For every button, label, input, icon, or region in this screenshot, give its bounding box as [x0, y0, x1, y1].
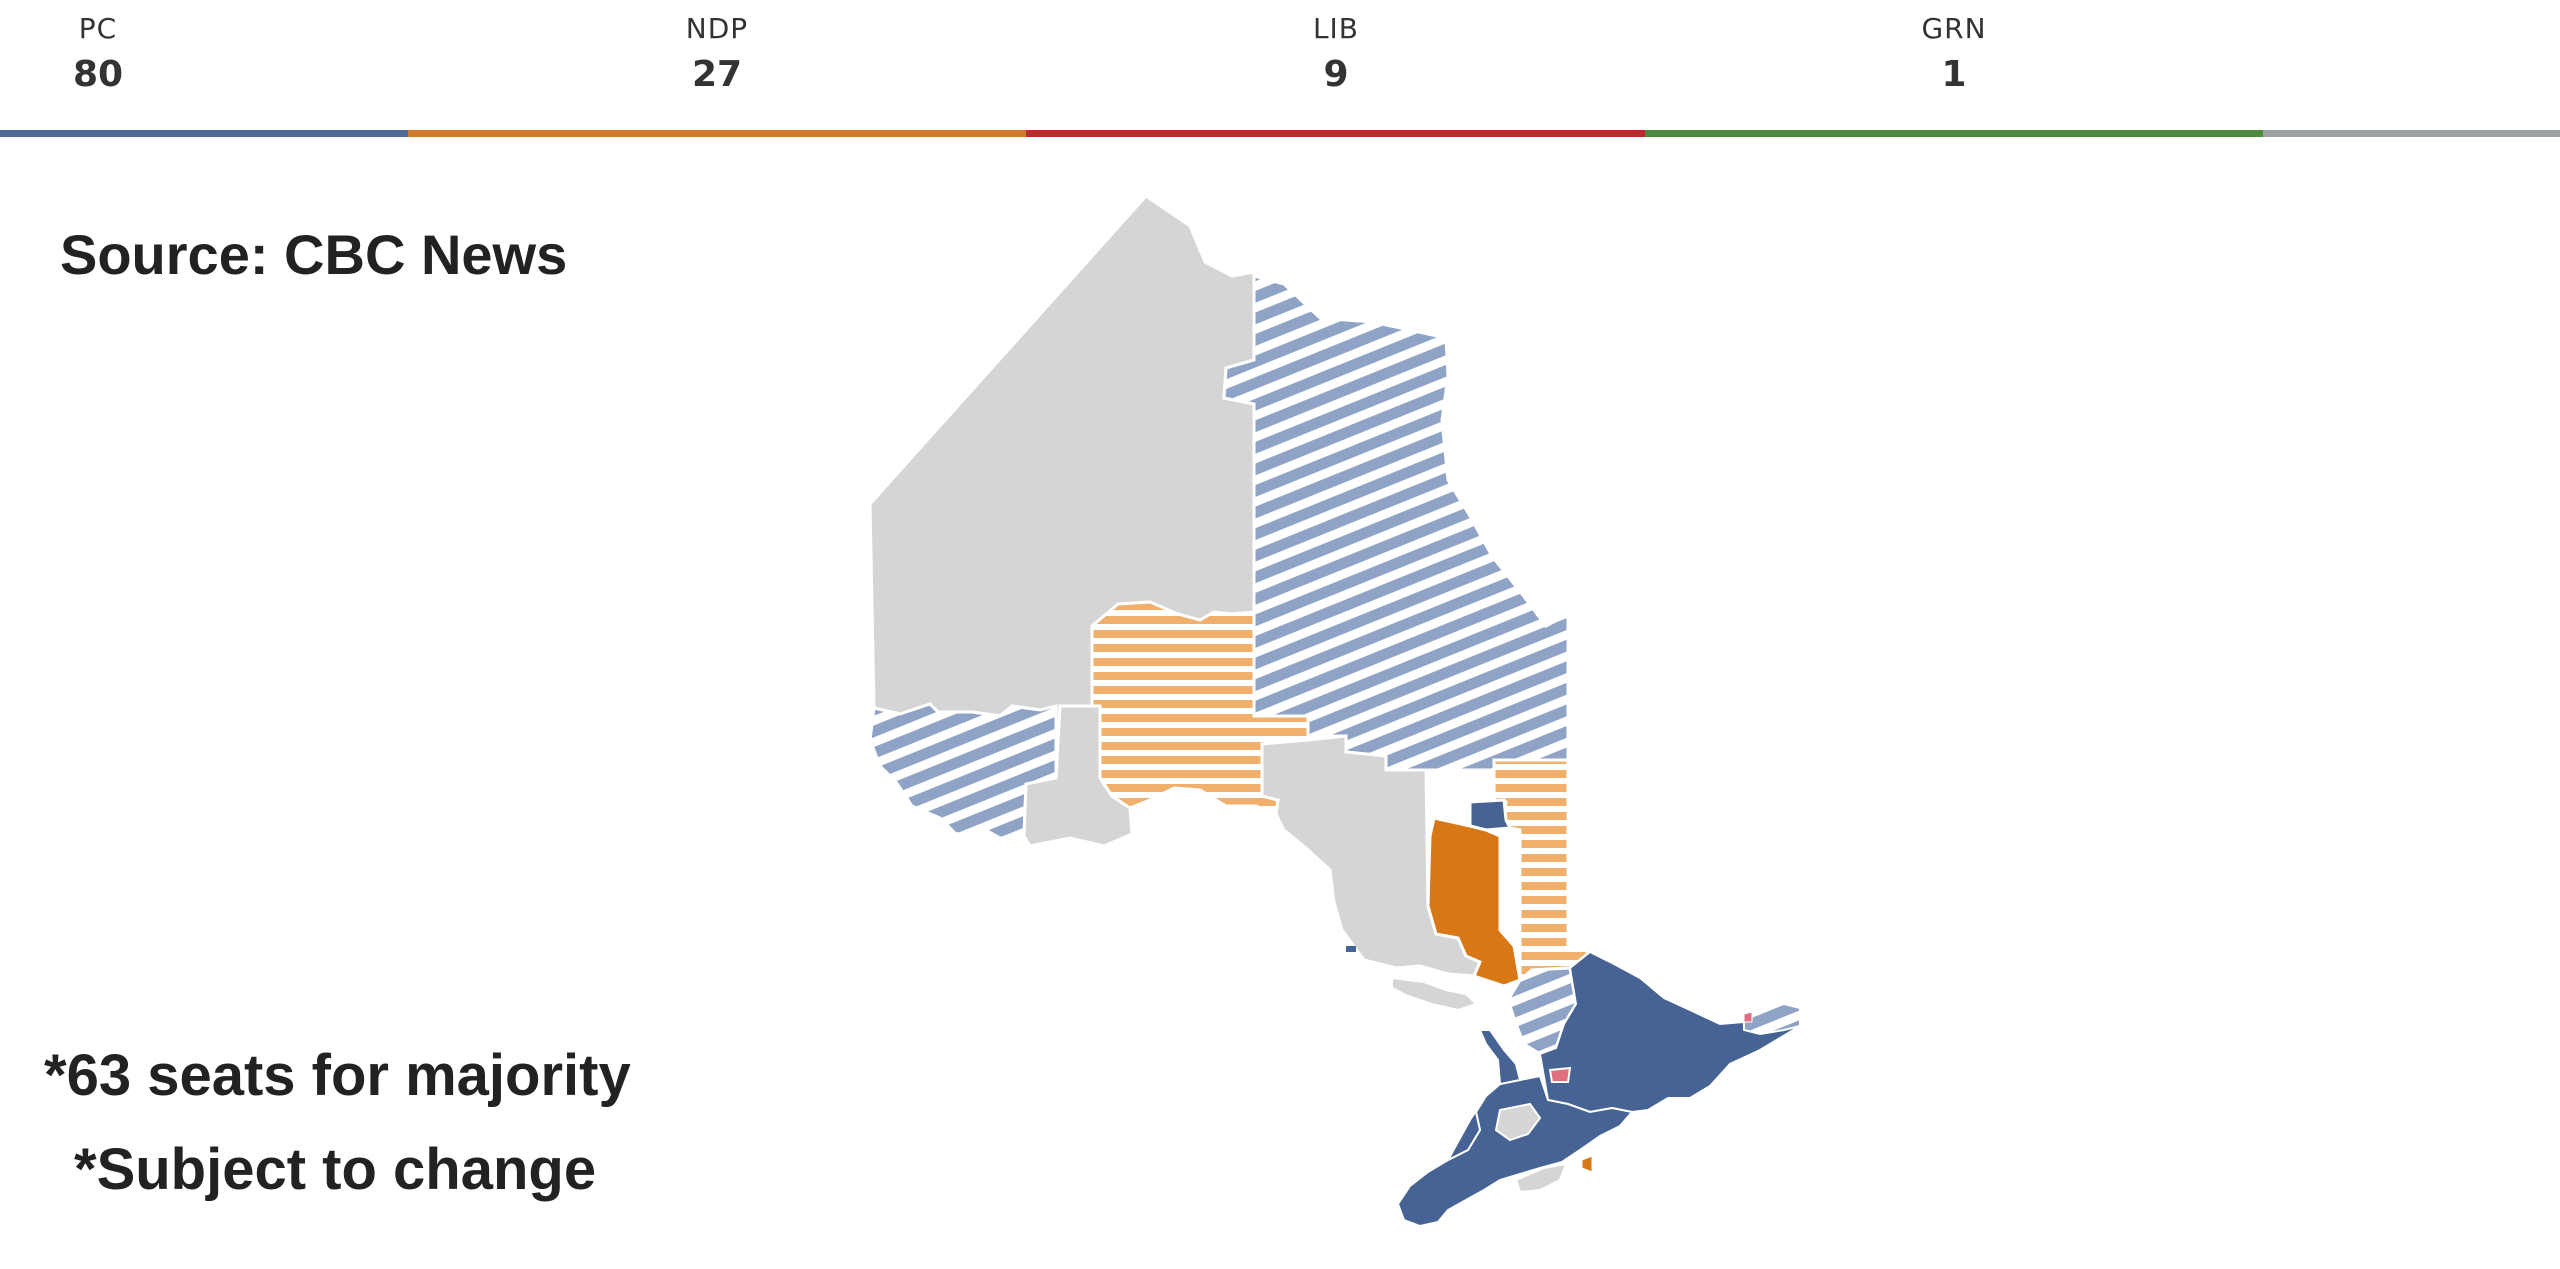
source-note: Source: CBC News [60, 223, 568, 286]
party-seat-count: 9 [1323, 54, 1349, 95]
party-color-stripe-ndp [408, 130, 1026, 137]
riding-mushkegowuk-james-bay[interactable] [1222, 274, 1570, 772]
party-abbr: PC [78, 12, 118, 45]
party-abbr: GRN [1921, 12, 1987, 45]
riding-ottawa-west[interactable] [1743, 1002, 1801, 1036]
party-seat-count: 1 [1941, 54, 1967, 95]
riding-timmins[interactable] [1468, 798, 1513, 832]
party-seat-count: 27 [691, 54, 743, 95]
riding-nickel-belt[interactable] [1426, 816, 1522, 988]
riding-bruce-grey[interactable] [1445, 1029, 1522, 1163]
riding-manitoulin-islands[interactable] [1391, 976, 1478, 1012]
subject-to-change-note: *Subject to change [74, 1137, 597, 1202]
lake-islands [1346, 946, 1356, 952]
majority-note: *63 seats for majority [44, 1043, 631, 1108]
party-abbr: LIB [1312, 12, 1360, 45]
party-color-stripe-pc [0, 130, 408, 137]
riding-niagara-ndp[interactable] [1581, 1155, 1593, 1173]
party-abbr: NDP [685, 12, 749, 45]
party-color-stripe-lib [1026, 130, 1645, 137]
party-color-stripe-ind [2263, 130, 2560, 137]
party-seat-bar: PC 80 NDP 27 LIB 9 GRN 1 I [0, 0, 2560, 137]
riding-niagara-undeclared[interactable] [1514, 1162, 1568, 1194]
riding-gta-undeclared[interactable] [1494, 1102, 1542, 1142]
riding-algoma-manitoulin[interactable] [1260, 734, 1482, 978]
riding-ottawa-south[interactable] [1743, 1011, 1753, 1023]
party-color-stripe-grn [1645, 130, 2263, 137]
party-seat-count: 80 [72, 54, 124, 95]
riding-eastern-ontario[interactable] [1538, 950, 1801, 1114]
riding-toronto-liberal[interactable] [1548, 1066, 1572, 1083]
